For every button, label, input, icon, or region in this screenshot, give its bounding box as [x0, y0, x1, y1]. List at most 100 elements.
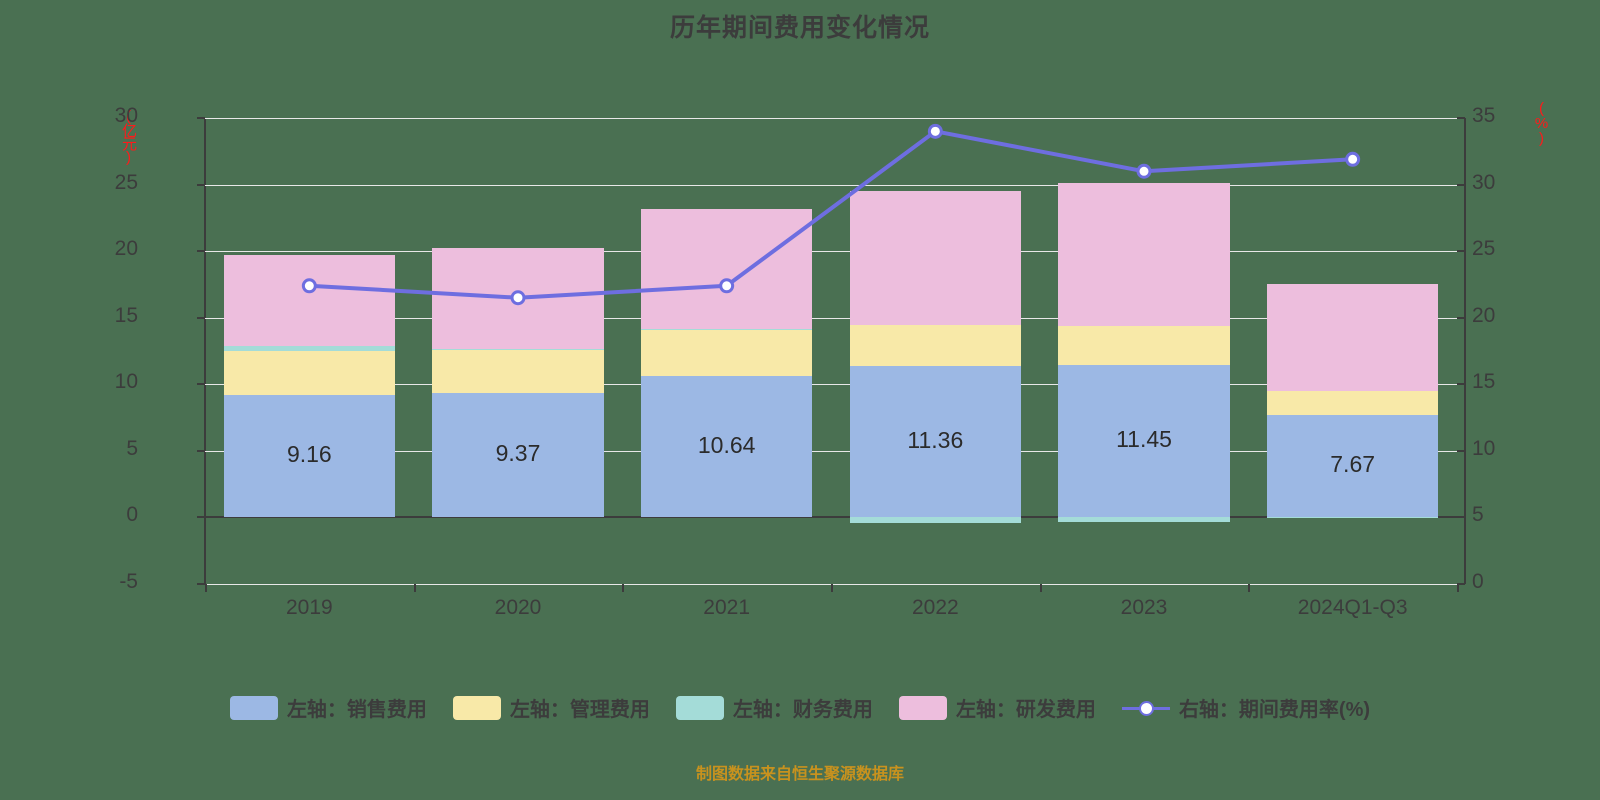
x-axis-tick-mark: [1248, 584, 1251, 592]
bar-segment[interactable]: [1058, 326, 1230, 365]
gridline: [205, 450, 1457, 452]
right-axis-tick-label: 15: [1472, 370, 1496, 394]
left-axis-tick-label: 20: [114, 237, 138, 261]
left-axis-unit-label: (亿元): [120, 108, 137, 164]
right-axis-tick-label: 30: [1472, 170, 1496, 194]
chart-title: 历年期间费用变化情况: [669, 14, 930, 42]
bar-segment[interactable]: [1267, 391, 1439, 416]
legend-item-label: 左轴：研发费用: [955, 699, 1096, 721]
bar-value-label: 11.36: [907, 426, 964, 453]
left-axis-tick-mark: [197, 183, 205, 186]
legend-color-swatch: [452, 695, 501, 720]
legend-item-label: 左轴：管理费用: [509, 699, 650, 721]
gridline: [205, 118, 1457, 119]
gridline: [205, 317, 1457, 319]
left-axis-tick-mark: [197, 383, 205, 386]
x-axis-tick-mark: [1039, 584, 1042, 592]
bar-segment[interactable]: [1058, 517, 1230, 523]
bar-segment[interactable]: [1267, 517, 1439, 519]
x-axis-tick-mark: [831, 584, 833, 592]
left-axis-tick-mark: [197, 449, 205, 452]
x-axis-tick-mark: [1457, 584, 1459, 592]
zero-line: [205, 516, 1457, 519]
left-axis-tick-mark: [197, 516, 205, 519]
bar-segment[interactable]: [849, 366, 1021, 518]
bar-segment[interactable]: [849, 517, 1021, 523]
bar-segment[interactable]: [432, 348, 604, 351]
bar-value-label: 9.16: [286, 441, 332, 468]
x-axis-tick-label: 2020: [494, 596, 542, 619]
bar-segment[interactable]: [641, 375, 813, 518]
left-axis-tick-label: 30: [114, 104, 138, 127]
bar-segment[interactable]: [223, 346, 395, 352]
bar-segment[interactable]: [849, 324, 1021, 367]
left-axis-tick-label: 25: [114, 170, 138, 194]
legend-line-marker-icon: [1121, 696, 1170, 720]
bar-segment[interactable]: [849, 191, 1021, 325]
right-axis-spine: [1464, 118, 1466, 584]
bar-segment[interactable]: [432, 248, 604, 349]
left-axis-spine: [204, 118, 206, 584]
x-axis-tick-label: 2019: [285, 596, 333, 619]
line-data-point[interactable]: [927, 123, 943, 139]
line-data-point[interactable]: [1136, 163, 1152, 179]
bar-segment[interactable]: [223, 255, 395, 347]
bar-segment[interactable]: [641, 329, 813, 331]
bar-value-label: 7.67: [1330, 451, 1376, 478]
left-axis-tick-label: 5: [126, 436, 138, 460]
legend-item[interactable]: 左轴：管理费用: [452, 693, 650, 722]
legend-item-label: 右轴：期间费用率(%): [1178, 699, 1371, 721]
left-axis-tick-label: 10: [114, 370, 138, 394]
right-axis-tick-label: 20: [1472, 303, 1496, 327]
x-axis-tick-label: 2024Q1-Q3: [1297, 596, 1408, 619]
legend-color-swatch: [229, 695, 278, 720]
right-axis-tick-mark: [1457, 250, 1465, 253]
x-axis-tick-label: 2022: [911, 596, 959, 619]
bar-segment[interactable]: [641, 329, 813, 376]
bar-segment[interactable]: [641, 208, 813, 330]
gridline: [205, 184, 1457, 186]
right-axis-unit-label: (%): [1533, 100, 1550, 145]
right-axis-tick-label: 0: [1472, 570, 1484, 593]
legend-color-swatch: [898, 695, 947, 720]
left-axis-tick-label: 0: [126, 503, 138, 527]
legend-item[interactable]: 左轴：销售费用: [229, 693, 427, 722]
bar-value-label: 10.64: [697, 431, 756, 458]
bar-segment[interactable]: [1267, 284, 1439, 392]
left-axis-tick-mark: [197, 583, 205, 585]
right-axis-tick-mark: [1457, 383, 1465, 386]
bar-segment[interactable]: [1267, 415, 1439, 518]
bar-value-label: 9.37: [495, 440, 541, 467]
right-axis-tick-mark: [1457, 316, 1465, 319]
right-axis-tick-mark: [1457, 583, 1465, 585]
right-axis-tick-mark: [1457, 183, 1465, 186]
left-axis-tick-mark: [197, 316, 205, 319]
legend-item[interactable]: 左轴：财务费用: [675, 693, 873, 722]
gridline: [205, 251, 1457, 253]
right-axis-tick-label: 25: [1472, 237, 1496, 261]
bar-segment[interactable]: [223, 395, 395, 518]
bar-segment[interactable]: [1058, 183, 1230, 327]
x-axis-tick-mark: [622, 584, 625, 592]
gridline: [205, 384, 1457, 386]
legend-item[interactable]: 右轴：期间费用率(%): [1121, 693, 1371, 722]
line-data-point[interactable]: [1345, 151, 1361, 167]
chart-legend: 左轴：销售费用 左轴：管理费用 左轴：财务费用 左轴：研发费用 右轴：期间费用率(%): [0, 693, 1600, 722]
right-axis-tick-mark: [1457, 516, 1465, 519]
x-axis-tick-mark: [205, 584, 207, 592]
x-axis-tick-label: 2021: [703, 596, 751, 619]
legend-item-label: 左轴：财务费用: [732, 699, 873, 721]
bar-segment[interactable]: [432, 392, 604, 518]
right-axis-tick-label: 35: [1472, 104, 1496, 127]
legend-item[interactable]: 左轴：研发费用: [898, 693, 1096, 722]
bar-segment[interactable]: [1058, 364, 1230, 518]
left-axis-tick-label: 15: [114, 303, 138, 327]
footer-source-note: 制图数据来自恒生聚源数据库: [695, 766, 904, 783]
bar-segment[interactable]: [432, 350, 604, 393]
right-axis-tick-label: 10: [1472, 436, 1496, 460]
left-axis-tick-label: -5: [119, 570, 138, 593]
bar-segment[interactable]: [223, 351, 395, 396]
x-axis-tick-label: 2023: [1120, 596, 1168, 619]
left-axis-tick-mark: [197, 250, 205, 253]
